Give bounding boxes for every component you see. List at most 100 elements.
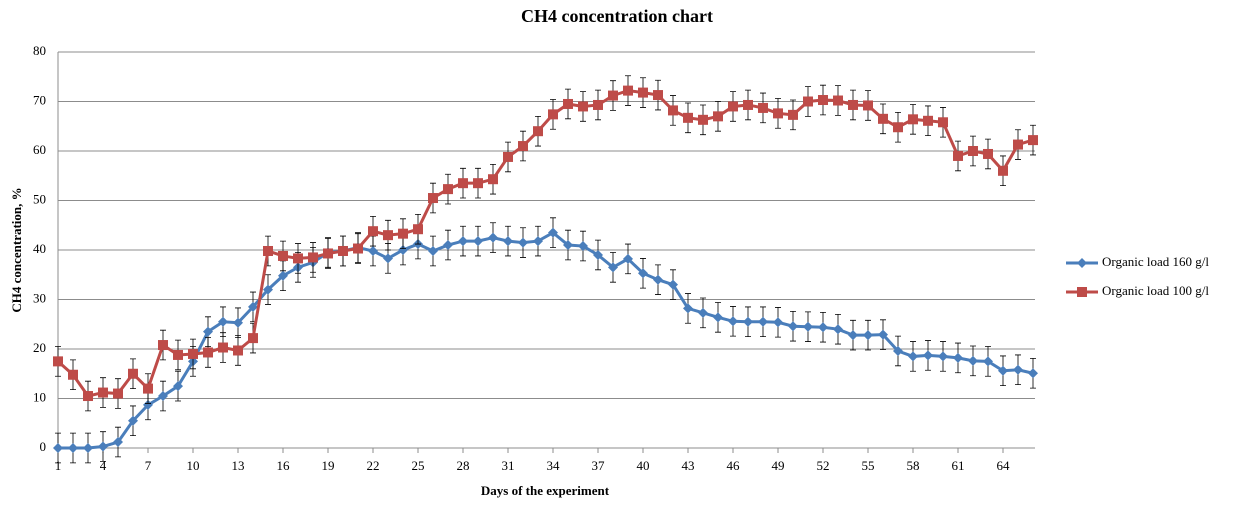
x-tick-label: 37 [592, 458, 606, 473]
data-point [173, 349, 183, 360]
y-tick-label: 50 [33, 191, 46, 206]
legend-label: Organic load 160 g/l [1102, 254, 1209, 269]
data-point [233, 317, 243, 328]
x-axis-label: Days of the experiment [481, 483, 610, 498]
data-point [698, 307, 708, 318]
y-tick-label: 70 [33, 92, 46, 107]
data-point [983, 356, 993, 367]
data-point [53, 443, 63, 453]
data-point [203, 347, 213, 358]
data-point [128, 415, 138, 426]
data-point [383, 230, 393, 241]
data-point [83, 443, 93, 453]
data-point [173, 381, 183, 392]
data-point [923, 115, 933, 126]
data-point [1028, 368, 1038, 379]
data-point [773, 108, 783, 119]
data-point [788, 109, 798, 120]
data-point [278, 270, 288, 281]
data-point [473, 178, 483, 189]
data-point [698, 114, 708, 125]
data-point [218, 316, 228, 327]
data-point [878, 113, 888, 124]
data-point [803, 96, 813, 107]
legend-label: Organic load 100 g/l [1102, 283, 1209, 298]
data-point [653, 274, 663, 285]
data-point [563, 98, 573, 109]
data-point [548, 227, 558, 238]
x-tick-label: 28 [457, 458, 470, 473]
chart-title: CH4 concentration chart [521, 6, 713, 26]
data-point [998, 365, 1008, 376]
data-point [503, 151, 513, 162]
data-point [128, 368, 138, 379]
data-point [518, 141, 528, 152]
data-point [113, 437, 123, 448]
data-point [218, 342, 228, 353]
data-point [713, 111, 723, 122]
x-tick-label: 49 [772, 458, 785, 473]
legend-marker [1077, 287, 1087, 297]
data-point [893, 345, 903, 356]
data-point [473, 236, 483, 247]
data-point [818, 95, 828, 106]
y-tick-label: 80 [33, 43, 46, 58]
data-point [428, 193, 438, 204]
data-point [788, 321, 798, 332]
data-point [953, 150, 963, 161]
x-tick-label: 13 [232, 458, 245, 473]
data-point [623, 85, 633, 96]
data-point [143, 399, 153, 410]
y-tick-label: 30 [33, 290, 46, 305]
data-point [578, 101, 588, 112]
data-point [248, 333, 258, 344]
x-tick-label: 10 [187, 458, 200, 473]
data-point [113, 388, 123, 399]
data-point [953, 352, 963, 363]
data-point [848, 99, 858, 110]
y-tick-label: 20 [33, 340, 46, 355]
data-point [203, 326, 213, 337]
y-tick-label: 40 [33, 241, 46, 256]
data-point [818, 322, 828, 333]
x-tick-label: 52 [817, 458, 830, 473]
x-tick-label: 40 [637, 458, 650, 473]
data-point [623, 253, 633, 264]
series-line [58, 230, 1034, 450]
data-point [968, 355, 978, 366]
x-tick-label: 4 [100, 458, 107, 473]
data-point [593, 99, 603, 110]
data-point [863, 100, 873, 111]
data-point [998, 165, 1008, 176]
data-point [578, 241, 588, 252]
data-point [743, 316, 753, 327]
data-point [1028, 135, 1038, 146]
data-point [758, 316, 768, 327]
data-point [188, 348, 198, 359]
data-point [848, 330, 858, 341]
data-point [488, 232, 498, 243]
x-tick-label: 46 [727, 458, 741, 473]
y-tick-label: 10 [33, 389, 46, 404]
data-point [98, 387, 108, 398]
data-point [1013, 139, 1023, 150]
x-tick-label: 25 [412, 458, 425, 473]
data-point [248, 301, 258, 312]
data-point [683, 303, 693, 314]
data-point [68, 443, 78, 453]
data-point [983, 148, 993, 159]
data-point [83, 391, 93, 402]
data-point [368, 245, 378, 256]
data-point [968, 146, 978, 156]
data-point [743, 99, 753, 110]
data-point [263, 245, 273, 256]
x-tick-label: 55 [862, 458, 875, 473]
data-point [833, 95, 843, 106]
data-point [923, 350, 933, 361]
data-point [158, 391, 168, 402]
x-tick-label: 16 [277, 458, 291, 473]
data-point [398, 245, 408, 255]
data-point [398, 228, 408, 239]
data-point [143, 383, 153, 394]
